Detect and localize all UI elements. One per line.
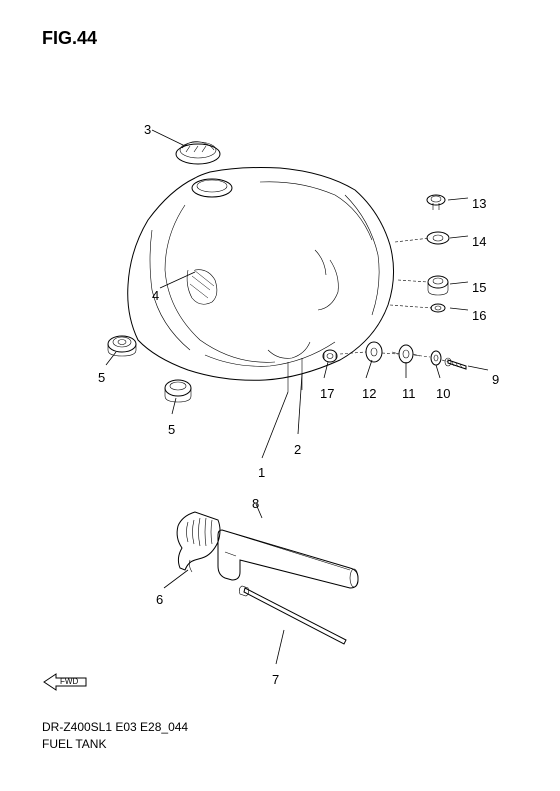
figure-number: FIG.44 (42, 28, 97, 49)
leader-lines (106, 130, 488, 664)
footer-title: FUEL TANK (42, 736, 188, 753)
part-cushion-5b (165, 380, 191, 402)
callout-13: 13 (472, 196, 486, 211)
part-washer-14 (427, 232, 449, 244)
part-collar-16 (431, 304, 445, 312)
callout-11: 11 (402, 386, 416, 401)
callout-1: 1 (258, 465, 265, 480)
callout-17: 17 (320, 386, 334, 401)
callout-16: 16 (472, 308, 486, 323)
part-washer-10 (431, 351, 441, 365)
callout-15: 15 (472, 280, 486, 295)
callout-2: 2 (294, 442, 301, 457)
part-spacer-11 (392, 345, 420, 363)
callout-8: 8 (252, 496, 259, 511)
fwd-arrow: FWD (42, 668, 92, 701)
diagram-area: 12345567891011121314151617 (40, 60, 520, 660)
callout-7: 7 (272, 672, 279, 687)
part-strap-7 (239, 586, 346, 644)
part-cushion-15 (428, 276, 448, 295)
part-cushion-5a (108, 336, 136, 356)
part-tube-8 (218, 530, 358, 588)
callout-12: 12 (362, 386, 376, 401)
callout-4: 4 (152, 288, 159, 303)
part-bolt-13 (427, 195, 445, 210)
part-fuel-tank (128, 168, 394, 393)
svg-text:FWD: FWD (60, 677, 78, 686)
callout-9: 9 (492, 372, 499, 387)
parts-diagram-svg (40, 60, 520, 680)
callout-6: 6 (156, 592, 163, 607)
part-spacer-12 (366, 342, 382, 362)
footer-model: DR-Z400SL1 E03 E28_044 (42, 719, 188, 736)
footer: DR-Z400SL1 E03 E28_044 FUEL TANK (42, 719, 188, 753)
callout-5: 5 (168, 422, 175, 437)
callout-3: 3 (144, 122, 151, 137)
part-nut-17 (323, 350, 337, 362)
part-clamp-6 (177, 512, 220, 572)
callout-14: 14 (472, 234, 486, 249)
callout-5: 5 (98, 370, 105, 385)
part-screw-9 (445, 358, 466, 369)
callout-10: 10 (436, 386, 450, 401)
